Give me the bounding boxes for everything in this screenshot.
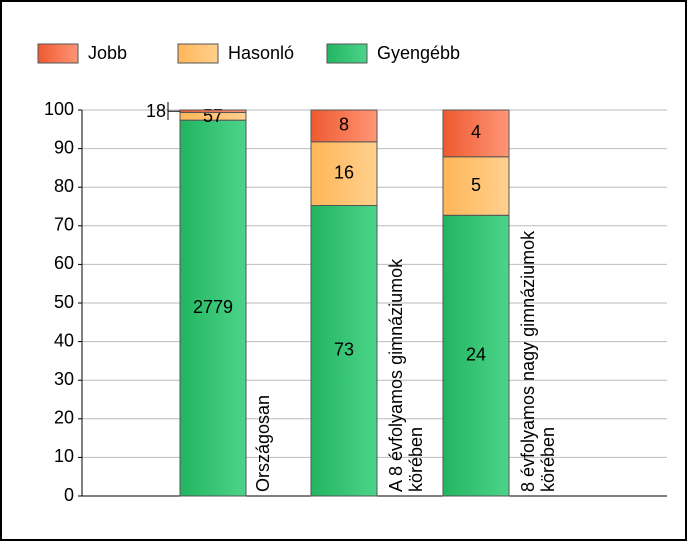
legend-swatch (326, 43, 368, 64)
y-tick-label: 80 (54, 176, 74, 196)
y-tick-label: 100 (44, 99, 74, 119)
x-tick-label: 8 évfolyamos nagy gimnáziumok (518, 230, 538, 492)
bar-segment (179, 109, 247, 113)
x-tick-label: Országosan (253, 395, 273, 492)
data-label: 5 (471, 175, 481, 195)
legend-label: Gyengébb (377, 43, 460, 63)
data-label: 24 (466, 344, 486, 364)
data-label: 73 (334, 340, 354, 360)
data-label: 8 (339, 115, 349, 135)
x-tick-label: körében (538, 427, 558, 492)
y-tick-label: 0 (64, 485, 74, 505)
legend-swatch (177, 43, 219, 64)
data-label: 16 (334, 162, 354, 182)
y-tick-label: 10 (54, 446, 74, 466)
y-tick-label: 70 (54, 215, 74, 235)
bar-segment (442, 214, 510, 497)
bar-segment (310, 141, 378, 207)
bar-segment (179, 119, 247, 497)
legend-label: Hasonló (228, 43, 294, 63)
y-tick-label: 90 (54, 137, 74, 157)
bar-segment (442, 156, 510, 216)
y-tick-label: 50 (54, 292, 74, 312)
legend-label: Jobb (88, 43, 127, 63)
y-tick-label: 20 (54, 408, 74, 428)
data-label: 18 (146, 101, 166, 121)
bar-segment (442, 109, 510, 158)
data-label: 57 (203, 106, 223, 126)
y-tick-label: 40 (54, 330, 74, 350)
x-tick-label: körében (406, 427, 426, 492)
data-label: 2779 (193, 297, 233, 317)
bar-segment (310, 109, 378, 143)
legend-swatch (37, 43, 79, 64)
y-tick-label: 60 (54, 253, 74, 273)
bar-segment (310, 205, 378, 497)
y-tick-label: 30 (54, 369, 74, 389)
data-label: 4 (471, 122, 481, 142)
x-tick-label: A 8 évfolyamos gimnáziumok (386, 258, 406, 492)
